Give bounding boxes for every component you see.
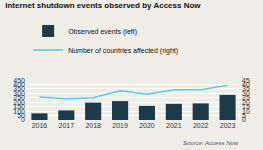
svg-text:200: 200: [13, 99, 25, 106]
svg-text:Internet shutdown events obser: Internet shutdown events observed by Acc…: [5, 1, 201, 10]
svg-text:250: 250: [13, 94, 25, 101]
svg-text:20: 20: [242, 99, 250, 106]
svg-text:2018: 2018: [85, 122, 101, 129]
svg-text:300: 300: [13, 90, 25, 97]
svg-text:2016: 2016: [32, 122, 48, 129]
svg-text:30: 30: [242, 90, 250, 97]
svg-text:2020: 2020: [139, 122, 155, 129]
svg-text:100: 100: [13, 108, 25, 115]
svg-text:35: 35: [242, 85, 250, 92]
svg-text:10: 10: [242, 108, 250, 115]
svg-text:400: 400: [13, 81, 25, 88]
svg-text:2023: 2023: [220, 122, 236, 129]
svg-text:2019: 2019: [112, 122, 128, 129]
svg-text:150: 150: [13, 103, 25, 110]
svg-text:40: 40: [242, 81, 250, 88]
svg-text:Number of countries affected (: Number of countries affected (right): [68, 47, 178, 55]
svg-text:450: 450: [13, 76, 25, 83]
svg-text:25: 25: [242, 94, 250, 101]
svg-text:15: 15: [242, 103, 250, 110]
svg-text:45: 45: [242, 76, 250, 83]
svg-text:0: 0: [21, 116, 25, 123]
svg-text:Observed events (left): Observed events (left): [68, 28, 137, 36]
svg-text:2022: 2022: [193, 122, 209, 129]
svg-text:5: 5: [242, 112, 246, 119]
svg-text:Source: Access Now: Source: Access Now: [183, 140, 239, 146]
svg-text:0: 0: [242, 116, 246, 123]
svg-text:50: 50: [17, 112, 25, 119]
svg-text:350: 350: [13, 85, 25, 92]
svg-text:2017: 2017: [59, 122, 75, 129]
svg-text:2021: 2021: [166, 122, 182, 129]
